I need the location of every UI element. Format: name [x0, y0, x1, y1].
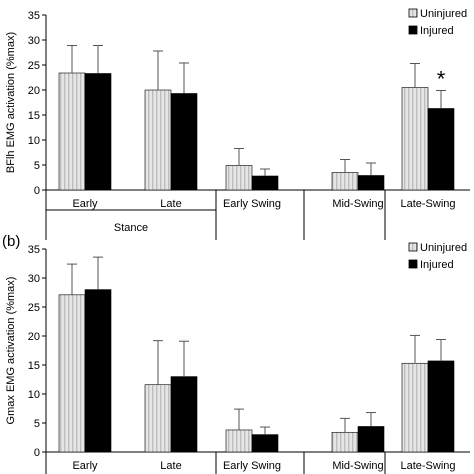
- top-y-tick-label: 15: [28, 110, 40, 122]
- bottom-category-label: Early: [72, 460, 98, 472]
- bottom-bar-injured: [170, 376, 198, 453]
- bottom-panel: 0 5 10 15 20 25 30 35 Gmax EMG activation (%max)…: [2, 233, 470, 474]
- top-bar-injured: [427, 108, 455, 191]
- top-significance-marker: *: [437, 67, 446, 92]
- top-y-tick-label: 5: [34, 160, 40, 172]
- bottom-y-tick-label: 30: [28, 273, 40, 285]
- top-legend-swatch-uninjured: [408, 8, 418, 18]
- top-y-tick-label: 35: [28, 10, 40, 22]
- bottom-bar-injured: [84, 289, 112, 453]
- bottom-bar-injured: [427, 360, 455, 453]
- top-bar-injured: [84, 73, 112, 191]
- bottom-y-tick-label: 10: [28, 389, 40, 401]
- top-group-label: Stance: [114, 222, 148, 234]
- top-legend-swatch-injured: [408, 25, 418, 35]
- bottom-panel-label: (b): [2, 233, 20, 250]
- top-y-axis-title: BFlh EMG activation (%max): [5, 32, 17, 173]
- top-legend-label-injured: Injured: [420, 25, 454, 37]
- bottom-category-label: Late-Swing: [400, 460, 455, 472]
- top-bar-injured: [357, 175, 385, 191]
- bottom-y-tick-label: 35: [28, 244, 40, 256]
- top-panel: 0 5 10 15 20 25 30 35 BFlh EMG activation (%max)…: [5, 8, 470, 240]
- bottom-y-tick-label: 0: [34, 447, 40, 459]
- bottom-y-tick-label: 5: [34, 418, 40, 430]
- bottom-y-tick-label: 15: [28, 360, 40, 372]
- bottom-legend-label-uninjured: Uninjured: [420, 242, 467, 254]
- bottom-bar-uninjured: [401, 362, 429, 453]
- bottom-category-label: Late: [160, 460, 181, 472]
- top-legend-label-uninjured: Uninjured: [420, 8, 467, 20]
- bottom-bar-uninjured: [225, 429, 253, 453]
- top-bar-uninjured: [401, 87, 429, 191]
- top-y-tick-label: 0: [34, 185, 40, 197]
- bottom-y-tick-label: 20: [28, 331, 40, 343]
- top-bar-uninjured: [225, 165, 253, 191]
- top-bar-uninjured: [144, 89, 172, 191]
- top-bar-injured: [251, 175, 279, 191]
- top-bar-uninjured: [58, 72, 86, 191]
- top-y-tick-label: 30: [28, 35, 40, 47]
- bottom-y-tick-label: 25: [28, 302, 40, 314]
- top-category-label: Mid-Swing: [332, 198, 383, 210]
- top-y-tick-label: 10: [28, 135, 40, 147]
- bottom-category-label: Early Swing: [223, 460, 281, 472]
- bottom-bar-uninjured: [144, 384, 172, 453]
- bottom-category-label: Mid-Swing: [332, 460, 383, 472]
- top-category-label: Late: [160, 198, 181, 210]
- top-category-label: Early Swing: [223, 198, 281, 210]
- bottom-bar-injured: [357, 426, 385, 453]
- bottom-bar-uninjured: [58, 294, 86, 453]
- bottom-bar-uninjured: [331, 431, 359, 453]
- top-y-tick-label: 25: [28, 60, 40, 72]
- top-bar-uninjured: [331, 172, 359, 191]
- top-y-tick-label: 20: [28, 85, 40, 97]
- bottom-bar-injured: [251, 434, 279, 453]
- top-category-label: Early: [72, 198, 98, 210]
- top-category-label: Late-Swing: [400, 198, 455, 210]
- bottom-y-axis-title: Gmax EMG activation (%max): [5, 277, 17, 425]
- bottom-legend-swatch-injured: [408, 259, 418, 269]
- bottom-legend-swatch-uninjured: [408, 242, 418, 252]
- top-bar-injured: [170, 93, 198, 191]
- bottom-legend-label-injured: Injured: [420, 259, 454, 271]
